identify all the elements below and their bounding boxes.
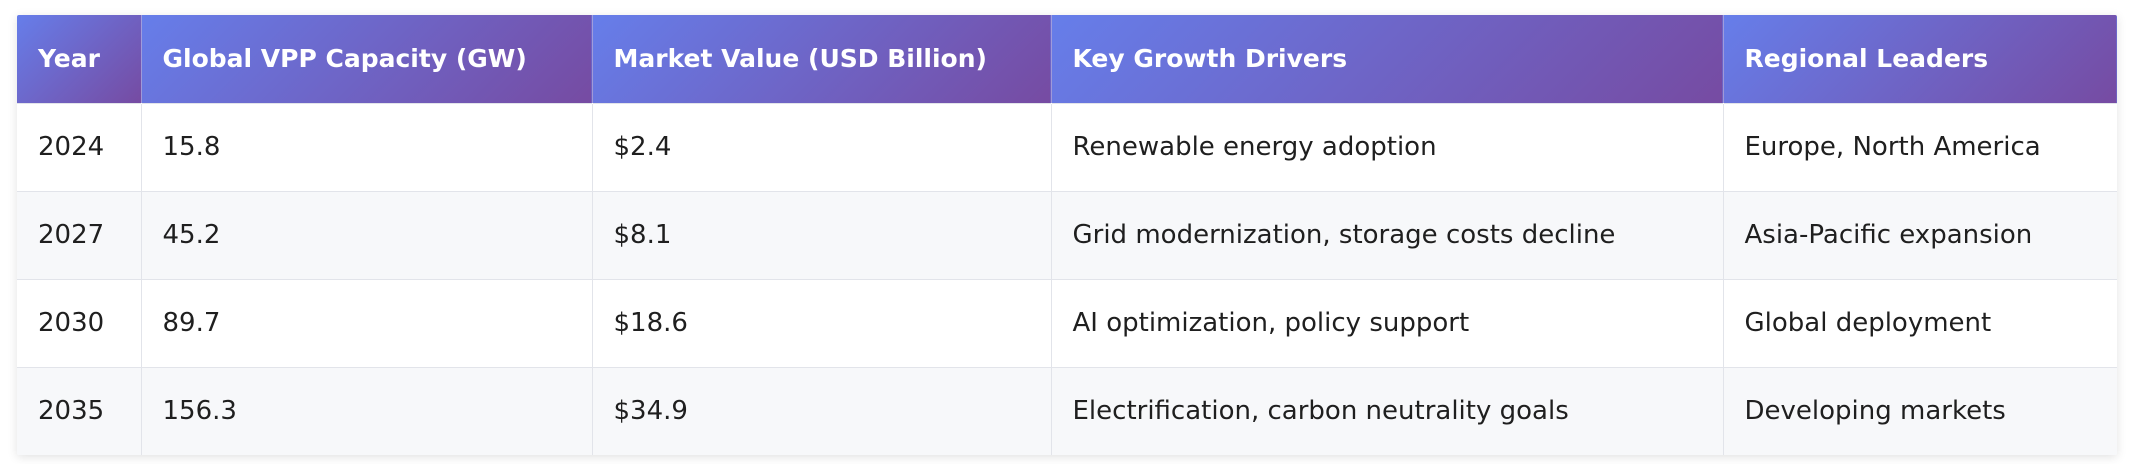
cell-year: 2027	[17, 191, 142, 279]
column-header-year[interactable]: Year	[17, 15, 142, 103]
table-body: 2024 15.8 $2.4 Renewable energy adoption…	[17, 103, 2117, 455]
cell-growth-drivers: Grid modernization, storage costs declin…	[1051, 191, 1724, 279]
vpp-market-table-container: Year Global VPP Capacity (GW) Market Val…	[17, 15, 2117, 455]
cell-capacity: 156.3	[141, 367, 593, 455]
cell-market-value: $34.9	[592, 367, 1052, 455]
header-row: Year Global VPP Capacity (GW) Market Val…	[17, 15, 2117, 103]
cell-year: 2030	[17, 279, 142, 367]
cell-regional-leaders: Developing markets	[1744, 396, 2006, 427]
cell-growth-drivers: Electrification, carbon neutrality goals	[1051, 367, 1724, 455]
column-header-growth-drivers[interactable]: Key Growth Drivers	[1051, 15, 1724, 103]
cell-regional-leaders: Asia-Pacific expansion	[1744, 220, 2033, 250]
table-row: 2024 15.8 $2.4 Renewable energy adoption…	[17, 103, 2117, 191]
vpp-market-table: Year Global VPP Capacity (GW) Market Val…	[17, 15, 2117, 455]
table-header: Year Global VPP Capacity (GW) Market Val…	[17, 15, 2117, 103]
cell-year: 2035	[17, 367, 142, 455]
cell-capacity: 89.7	[141, 279, 593, 367]
column-header-regional-leaders[interactable]: Regional Leaders	[1723, 15, 2117, 103]
table-row: 2027 45.2 $8.1 Grid modernization, stora…	[17, 191, 2117, 279]
cell-capacity: 15.8	[141, 103, 593, 191]
cell-market-value: $8.1	[592, 191, 1052, 279]
cell-capacity: 45.2	[141, 191, 593, 279]
cell-regional-leaders: Global deployment	[1744, 308, 1992, 338]
column-header-capacity[interactable]: Global VPP Capacity (GW)	[141, 15, 593, 103]
cell-market-value: $18.6	[592, 279, 1052, 367]
cell-growth-drivers: Renewable energy adoption	[1051, 103, 1724, 191]
table-row: 2030 89.7 $18.6 AI optimization, policy …	[17, 279, 2117, 367]
cell-year: 2024	[17, 103, 142, 191]
cell-regional-leaders: Europe, North America	[1744, 132, 2041, 162]
table-row: 2035 156.3 $34.9 Electrification, carbon…	[17, 367, 2117, 455]
column-header-market-value[interactable]: Market Value (USD Billion)	[592, 15, 1052, 103]
cell-market-value: $2.4	[592, 103, 1052, 191]
cell-growth-drivers: AI optimization, policy support	[1051, 279, 1724, 367]
